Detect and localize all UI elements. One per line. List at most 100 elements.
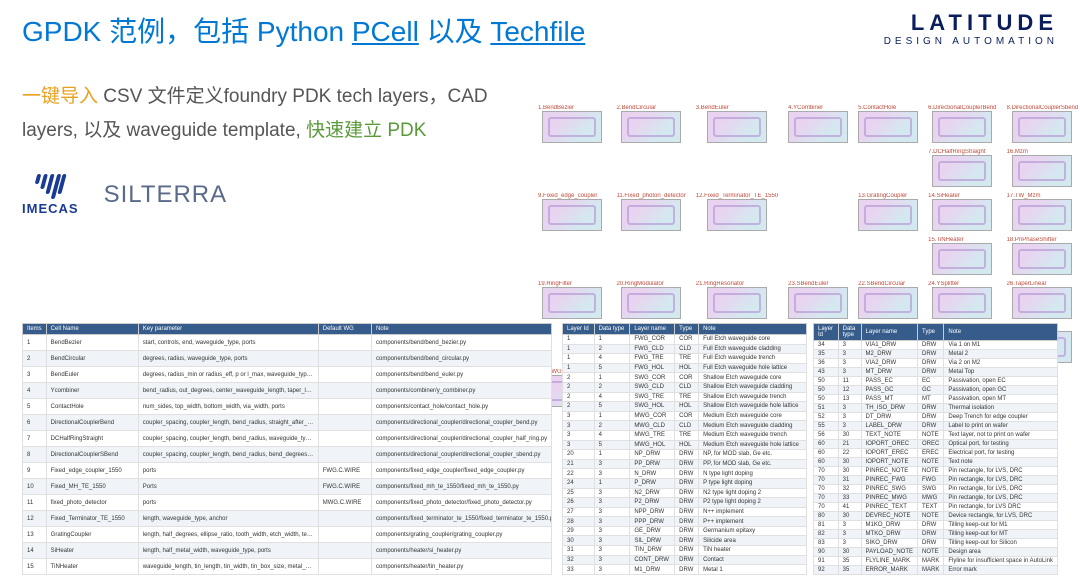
- table-row: 10Fixed_MH_TE_1550PortsFWG.C.WIREcompone…: [23, 479, 552, 495]
- thumbnail: 8.DirectionalCouplerSbend: [1007, 105, 1079, 143]
- thumbnail: 7.DCHalfRingStraight: [928, 149, 996, 187]
- table-row: 9Fixed_edge_coupler_1550portsFWG.C.WIREc…: [23, 463, 552, 479]
- thumbnail: 11.Fixed_photon_detector: [616, 193, 685, 231]
- thumbnail: 16.Mzm: [1007, 149, 1079, 187]
- table-row: 6DirectionalCouplerBendcoupler_spacing, …: [23, 415, 552, 431]
- table-row: 343VIA1_DRWDRWVia 1 on M1: [814, 341, 1058, 350]
- table-row: 12FWG_CLDCLDFull Etch waveguide cladding: [563, 344, 807, 354]
- table-row: 12Fixed_Terminator_TE_1550length, wavegu…: [23, 511, 552, 527]
- table-row: 223N_DRWDRWN type light doping: [563, 469, 807, 479]
- thumbnail: 26.TaperLinear: [1007, 281, 1079, 319]
- table-row: 323CONT_DRWDRWContact: [563, 555, 807, 565]
- table-row: 34MWG_TRETREMedium Etch waveguide trench: [563, 430, 807, 440]
- table-row: 7030PINREC_NOTENOTEPin rectangle, for LV…: [814, 467, 1058, 476]
- table-row: 1BendBezierstart, controls, end, wavegui…: [23, 335, 552, 351]
- table-row: 35MWG_HOLHOLMedium Etch waveguide hole l…: [563, 440, 807, 450]
- table-row: 21SWG_CORCORShallow Etch waveguide core: [563, 373, 807, 383]
- table-row: 833SIKO_DRWDRWTilling keep-out for Silic…: [814, 539, 1058, 548]
- table-row: 13GratingCouplerlength, half_degrees, el…: [23, 527, 552, 543]
- thumbnail: 19.RingFilter: [538, 281, 606, 319]
- thumbnail: 5.ContactHole: [858, 105, 918, 143]
- logo-main: LATITUDE: [884, 10, 1058, 36]
- table-row: 11FWG_CORCORFull Etch waveguide core: [563, 335, 807, 345]
- table-row: 6030IOPORT_NOTENOTEText note: [814, 458, 1058, 467]
- table-row: 2BendCirculardegrees, radius, waveguide_…: [23, 351, 552, 367]
- table-row: 293GE_DRWDRWGermanium epitaxy: [563, 526, 807, 536]
- table-row: 9235ERROR_MARKMARKError mark: [814, 566, 1058, 575]
- table-row: 5011PASS_ECECPassivation, open EC: [814, 377, 1058, 386]
- table-row: 9030PAYLOAD_NOTENOTEDesign area: [814, 548, 1058, 557]
- table-row: 353M2_DRWDRWMetal 2: [814, 350, 1058, 359]
- thumbnail: [538, 237, 606, 275]
- table-row: 8030DEVREC_NOTENOTEDevice rectangle, for…: [814, 512, 1058, 521]
- slide-header: GPDK 范例，包括 Python PCell 以及 Techfile LATI…: [22, 10, 1058, 50]
- table-row: 7032PINREC_SWGSWGPin rectangle, for LVS,…: [814, 485, 1058, 494]
- table-row: 813M1KO_DRWDRWTilling keep-out for M1: [814, 521, 1058, 530]
- thumbnail: [538, 149, 606, 187]
- thumbnail: 20.RingModulator: [616, 281, 685, 319]
- thumbnail: 17.TW_Mzm: [1007, 193, 1079, 231]
- table-row: 7DCHalfRingStraightcoupler_spacing, coup…: [23, 431, 552, 447]
- thumbnail: [616, 149, 685, 187]
- table-row: 7041PINREC_TEXTTEXTPin rectangle, for LV…: [814, 503, 1058, 512]
- layers-table-right: Layer IdData typeLayer nameTypeNote343VI…: [813, 323, 1058, 575]
- thumbnail: 24.YSplitter: [928, 281, 996, 319]
- thumbnail: 15.TiNHeater: [928, 237, 996, 275]
- thumbnail: 12.Fixed_Terminator_TE_1550: [696, 193, 778, 231]
- thumbnail: 4.YCombiner: [788, 105, 848, 143]
- table-row: 6022IOPORT_ERECERECElectrical port, for …: [814, 449, 1058, 458]
- table-row: 273NPP_DRWDRWN++ implement: [563, 507, 807, 517]
- table-row: 7031PINREC_FWGFWGPin rectangle, for LVS,…: [814, 476, 1058, 485]
- table-row: 433MT_DRWDRWMetal Top: [814, 368, 1058, 377]
- table-row: 4Ycombinerbend_radius, out_degrees, cent…: [23, 383, 552, 399]
- table-row: 6021IOPORT_ORECORECOptical port, for tes…: [814, 440, 1058, 449]
- table-row: 213PP_DRWDRWPP, for MOD slab, Ge etc.: [563, 459, 807, 469]
- table-row: 333M1_DRWDRWMetal 1: [563, 565, 807, 575]
- thumbnail: 9.Fixed_edge_coupler: [538, 193, 606, 231]
- thumbnail: [858, 237, 918, 275]
- thumbnail: 6.DirectionalCouplerBend: [928, 105, 996, 143]
- logo: LATITUDE DESIGN AUTOMATION: [884, 10, 1058, 47]
- table-row: 5630TEXT_NOTENOTEText layer, not to prin…: [814, 431, 1058, 440]
- logo-sub: DESIGN AUTOMATION: [884, 36, 1058, 47]
- table-row: 201NP_DRWDRWNP, for MOD slab, Ge etc.: [563, 450, 807, 460]
- thumbnail: 22.SBendCircular: [858, 281, 918, 319]
- thumbnail: 21.RingResonator: [696, 281, 778, 319]
- slide-title: GPDK 范例，包括 Python PCell 以及 Techfile: [22, 10, 585, 50]
- table-row: 15TiNHeaterwaveguide_length, tin_length,…: [23, 559, 552, 575]
- table-row: 25SWG_HOLHOLShallow Etch waveguide hole …: [563, 402, 807, 412]
- table-row: 5012PASS_GCGCPassivation, open GC: [814, 386, 1058, 395]
- table-row: 363VIA2_DRWDRWVia 2 on M2: [814, 359, 1058, 368]
- table-row: 283PPP_DRWDRWP++ implement: [563, 517, 807, 527]
- table-row: 9135FLYLINE_MARKMARKFlyline for insuffic…: [814, 557, 1058, 566]
- thumbnail: [858, 149, 918, 187]
- thumbnail: [788, 193, 848, 231]
- thumbnail: 18.PnPhaseShifter: [1007, 237, 1079, 275]
- thumbnail: [696, 149, 778, 187]
- table-row: 22SWG_CLDCLDShallow Etch waveguide cladd…: [563, 382, 807, 392]
- table-row: 513TH_ISO_DRWDRWThermal isolation: [814, 404, 1058, 413]
- thumbnail: [696, 237, 778, 275]
- thumbnail: 1.BendBezier: [538, 105, 606, 143]
- table-row: 253N2_DRWDRWN2 type light doping 2: [563, 488, 807, 498]
- table-row: 31MWG_CORCORMedium Etch waveguide core: [563, 411, 807, 421]
- thumbnail: [788, 149, 848, 187]
- table-row: 24SWG_TRETREShallow Etch waveguide trenc…: [563, 392, 807, 402]
- table-row: 553LABEL_DRWDRWLabel to print on wafer: [814, 422, 1058, 431]
- table-row: 7033PINREC_MWGMWGPin rectangle, for LVS,…: [814, 494, 1058, 503]
- thumbnail: 23.SBendEuler: [788, 281, 848, 319]
- table-row: 823MTKO_DRWDRWTilling keep-out for MT: [814, 530, 1058, 539]
- thumbnail: [788, 237, 848, 275]
- layers-table-left: Layer IdData typeLayer nameTypeNote11FWG…: [562, 323, 807, 575]
- table-row: 241P_DRWDRWP type light doping: [563, 478, 807, 488]
- table-row: 11fixed_photo_detectorportsMWG.C.WIREcom…: [23, 495, 552, 511]
- thumbnail: 13.GratingCoupler: [858, 193, 918, 231]
- imecas-logo: IMECAS: [22, 174, 79, 216]
- table-row: 5013PASS_MTMTPassivation, open MT: [814, 395, 1058, 404]
- components-table: ItemsCell NameKey parameterDefault WGNot…: [22, 323, 552, 575]
- thumbnail: 14.SiHeater: [928, 193, 996, 231]
- silterra-logo: SILTERRA: [104, 181, 228, 209]
- thumbnail: 3.BendEuler: [696, 105, 778, 143]
- table-row: 14FWG_TRETREFull Etch waveguide trench: [563, 354, 807, 364]
- table-row: 32MWG_CLDCLDMedium Etch waveguide claddi…: [563, 421, 807, 431]
